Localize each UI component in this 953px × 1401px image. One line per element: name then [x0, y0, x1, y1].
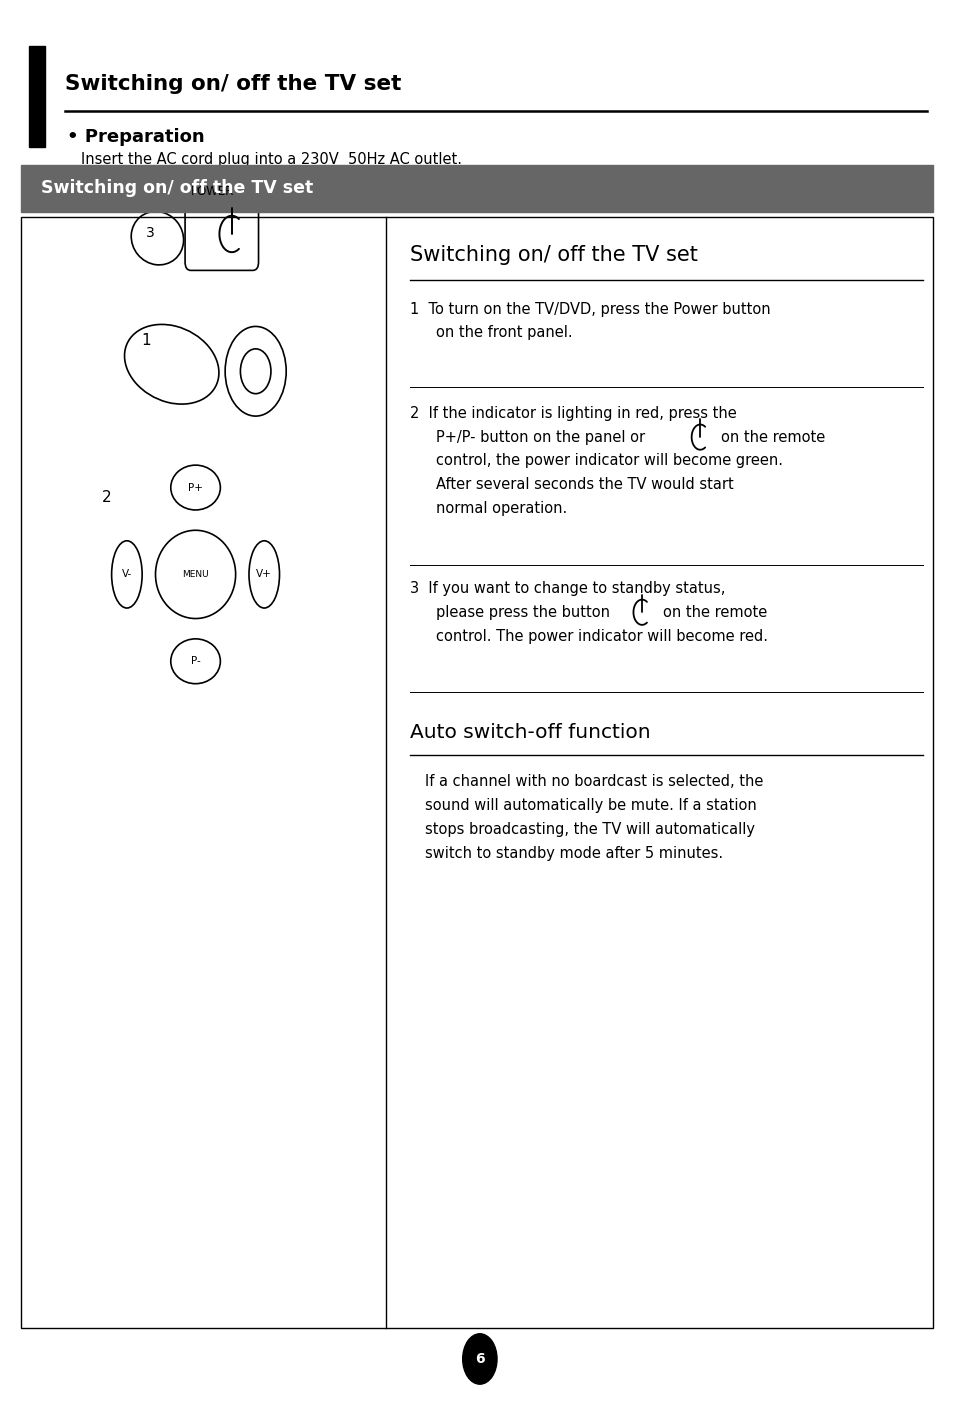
- Text: on the remote: on the remote: [720, 430, 824, 444]
- Bar: [21, 165, 932, 212]
- Text: P-: P-: [191, 656, 200, 667]
- Text: 1: 1: [141, 333, 151, 347]
- Text: POWER: POWER: [191, 185, 234, 199]
- Text: 3: 3: [146, 226, 154, 240]
- Text: on the front panel.: on the front panel.: [436, 325, 572, 339]
- Text: Switching on/ off the TV set: Switching on/ off the TV set: [41, 179, 313, 198]
- Text: • Preparation: • Preparation: [67, 129, 204, 146]
- Bar: [21, 217, 932, 1328]
- Text: MENU: MENU: [182, 570, 209, 579]
- Text: Auto switch-off function: Auto switch-off function: [410, 723, 650, 743]
- Text: 6: 6: [475, 1352, 484, 1366]
- Text: please press the button: please press the button: [436, 605, 609, 619]
- Bar: [29, 46, 45, 147]
- Text: Switching on/ off the TV set: Switching on/ off the TV set: [410, 245, 698, 265]
- Text: After several seconds the TV would start: After several seconds the TV would start: [436, 478, 733, 492]
- Text: sound will automatically be mute. If a station: sound will automatically be mute. If a s…: [424, 799, 756, 813]
- Text: switch to standby mode after 5 minutes.: switch to standby mode after 5 minutes.: [424, 846, 722, 860]
- Text: If a channel with no boardcast is selected, the: If a channel with no boardcast is select…: [424, 775, 762, 789]
- Text: Switching on/ off the TV set: Switching on/ off the TV set: [65, 74, 401, 94]
- Text: 2: 2: [102, 490, 112, 504]
- Text: on the remote: on the remote: [662, 605, 766, 619]
- Text: V-: V-: [122, 569, 132, 580]
- Text: Note:: Note:: [81, 174, 127, 188]
- Text: V+: V+: [256, 569, 272, 580]
- Text: When not in use, disconnect the 2-pin plug from the mains power supply.: When not in use, disconnect the 2-pin pl…: [133, 174, 676, 188]
- Text: control. The power indicator will become red.: control. The power indicator will become…: [436, 629, 767, 643]
- Text: Insert the AC cord plug into a 230V  50Hz AC outlet.: Insert the AC cord plug into a 230V 50Hz…: [81, 153, 461, 167]
- Text: stops broadcasting, the TV will automatically: stops broadcasting, the TV will automati…: [424, 822, 754, 836]
- Text: 1  To turn on the TV/DVD, press the Power button: 1 To turn on the TV/DVD, press the Power…: [410, 303, 770, 317]
- Text: P+: P+: [188, 482, 203, 493]
- Text: 3  If you want to change to standby status,: 3 If you want to change to standby statu…: [410, 581, 725, 595]
- Circle shape: [462, 1334, 497, 1384]
- Text: normal operation.: normal operation.: [436, 502, 567, 516]
- Text: control, the power indicator will become green.: control, the power indicator will become…: [436, 454, 782, 468]
- Text: 2  If the indicator is lighting in red, press the: 2 If the indicator is lighting in red, p…: [410, 406, 737, 420]
- Text: P+/P- button on the panel or: P+/P- button on the panel or: [436, 430, 644, 444]
